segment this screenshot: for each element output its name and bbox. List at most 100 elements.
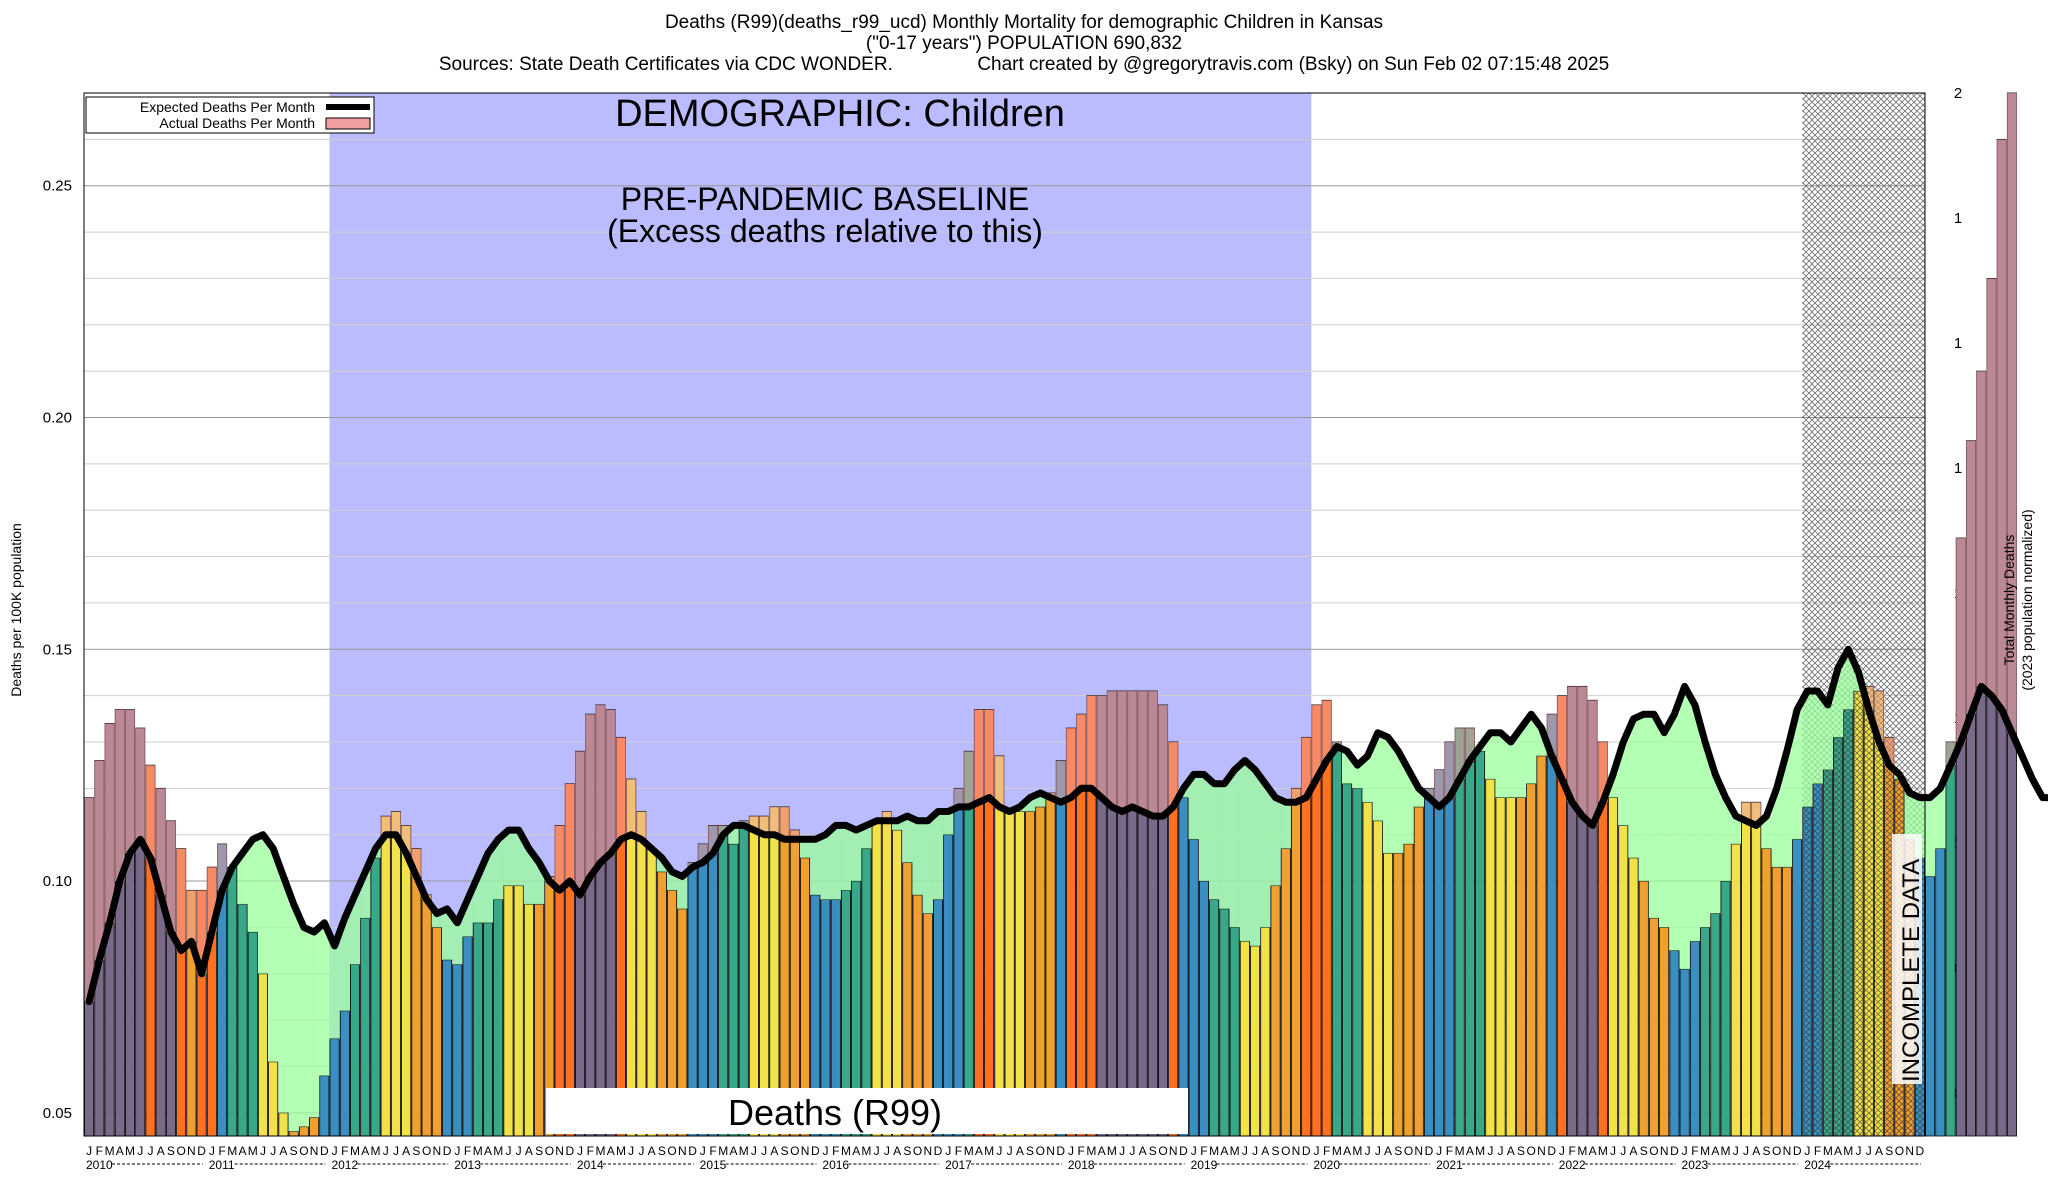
actual-bar [329, 1038, 340, 1137]
deficit-fill [656, 857, 667, 872]
excess-fill [165, 820, 177, 933]
actual-bar [247, 931, 258, 1137]
excess-fill [984, 709, 995, 798]
actual-bar [1679, 968, 1690, 1137]
excess-fill [759, 816, 770, 835]
x-month-label: J [1620, 1144, 1626, 1158]
plot-frame [83, 92, 1926, 1137]
actual-bar [1771, 866, 1782, 1137]
x-month-label: F [1691, 1144, 1698, 1158]
excess-fill [1556, 695, 1568, 780]
actual-bar [1055, 760, 1066, 1137]
excess-fill [1301, 737, 1312, 798]
x-month-label: M [861, 1144, 871, 1158]
x-month-label: J [1007, 1144, 1013, 1158]
deficit-fill [1372, 732, 1383, 821]
deficit-fill [1935, 788, 1946, 849]
excess-fill [1168, 741, 1179, 807]
x-month-label: S [781, 1144, 789, 1158]
deficit-fill [278, 876, 289, 1113]
x-month-label: J [628, 1144, 634, 1158]
deficit-fill [912, 820, 923, 895]
x-month-label: J [332, 1144, 338, 1158]
actual-bar [1372, 820, 1383, 1137]
x-month-label: A [484, 1144, 492, 1158]
x-month-label: O [1649, 1144, 1658, 1158]
excess-fill [789, 830, 800, 840]
x-month-label: O [545, 1144, 554, 1158]
deficit-fill [1607, 774, 1619, 798]
x-month-label: J [1559, 1144, 1565, 1158]
actual-bar [1331, 741, 1342, 1137]
x-month-label: J [1252, 1144, 1258, 1158]
x-month-label: A [1875, 1144, 1883, 1158]
deficit-fill [1239, 760, 1250, 942]
deficit-fill [1679, 686, 1690, 970]
actual-bar [1689, 940, 1700, 1137]
x-month-label: D [934, 1144, 943, 1158]
x-month-label: J [1610, 1144, 1616, 1158]
expected-line [85, 645, 2048, 1006]
actual-bar [636, 811, 647, 1137]
deficit-fill [1198, 774, 1210, 882]
x-month-label: A [1834, 1144, 1842, 1158]
deficit-fill [360, 871, 371, 919]
deficit-fill [1485, 732, 1496, 780]
deficit-fill [1618, 741, 1629, 826]
deficit-fill [1638, 714, 1649, 882]
actual-bar [513, 885, 524, 1137]
x-month-label: A [1139, 1144, 1147, 1158]
actual-bar [1270, 885, 1281, 1137]
deficit-fill [799, 839, 811, 858]
actual-bar [503, 885, 514, 1137]
x-year-label: 2010 [86, 1158, 113, 1172]
x-year-label: 2023 [1682, 1158, 1709, 1172]
deficit-fill [1188, 774, 1199, 840]
x-month-label: A [525, 1144, 533, 1158]
x-month-label: A [1507, 1144, 1515, 1158]
excess-fill [176, 848, 187, 951]
deficit-fill [1822, 704, 1833, 770]
x-year-label: 2020 [1313, 1158, 1340, 1172]
deficit-fill [462, 899, 473, 937]
x-month-label: F [1446, 1144, 1453, 1158]
actual-bar [1648, 917, 1659, 1137]
excess-fill [206, 867, 217, 933]
excess-fill [380, 816, 391, 835]
x-month-label: M [1721, 1144, 1731, 1158]
x-month-label: J [1733, 1144, 1739, 1158]
x-month-label: M [1577, 1144, 1587, 1158]
deficit-fill [329, 945, 340, 1039]
actual-bar [1250, 945, 1261, 1137]
actual-bar [1618, 825, 1629, 1137]
deficit-fill [1832, 667, 1844, 738]
actual-bar [452, 964, 463, 1137]
incomplete-label-box [1892, 834, 1922, 1084]
x-month-label: D [565, 1144, 574, 1158]
legend-expected-label: Expected Deaths Per Month [140, 99, 315, 115]
x-month-label: F [709, 1144, 716, 1158]
excess-fill [1086, 695, 1097, 789]
deficit-fill [840, 825, 852, 891]
excess-fill [1127, 690, 1138, 807]
excess-fill [1740, 802, 1752, 821]
x-month-label: O [1281, 1144, 1290, 1158]
baseline-band [329, 93, 1312, 1136]
x-month-label: M [1352, 1144, 1362, 1158]
x-month-label: N [1660, 1144, 1669, 1158]
actual-bar [1935, 848, 1946, 1137]
actual-bar [1178, 797, 1189, 1137]
x-month-label: S [1640, 1144, 1648, 1158]
y-tick-label: 0.25 [43, 178, 72, 195]
deficit-fill [1761, 816, 1772, 849]
x-year-label: 2016 [822, 1158, 849, 1172]
x-month-label: O [1527, 1144, 1536, 1158]
deficit-fill [1730, 816, 1741, 844]
x-month-label: A [975, 1144, 983, 1158]
deficit-fill [472, 876, 483, 923]
x-month-label: D [1547, 1144, 1556, 1158]
deficit-fill [922, 820, 933, 914]
deficit-fill [431, 913, 442, 928]
x-month-label: M [964, 1144, 974, 1158]
deficit-fill [1843, 649, 1854, 710]
